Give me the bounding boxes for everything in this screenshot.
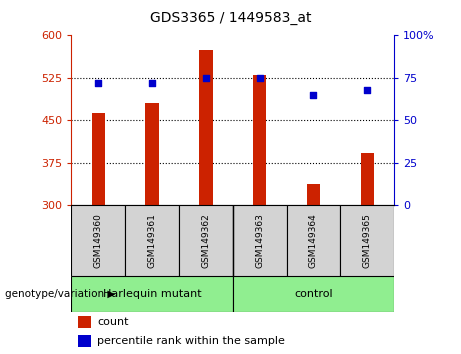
Point — [202, 75, 210, 81]
Bar — [179, 205, 233, 276]
Text: GSM149365: GSM149365 — [363, 213, 372, 268]
Text: GSM149361: GSM149361 — [148, 213, 157, 268]
Point — [364, 87, 371, 93]
Bar — [125, 205, 179, 276]
Point — [148, 80, 156, 86]
Bar — [199, 50, 213, 205]
Point — [310, 92, 317, 98]
Text: GSM149360: GSM149360 — [94, 213, 103, 268]
Bar — [92, 113, 105, 205]
Text: percentile rank within the sample: percentile rank within the sample — [97, 336, 285, 346]
Text: control: control — [294, 289, 333, 299]
Bar — [307, 184, 320, 205]
Bar — [78, 316, 91, 328]
Text: genotype/variation ▶: genotype/variation ▶ — [5, 289, 115, 299]
Text: Harlequin mutant: Harlequin mutant — [103, 289, 201, 299]
Bar — [78, 335, 91, 347]
Bar — [361, 153, 374, 205]
Bar — [253, 75, 266, 205]
Text: GSM149364: GSM149364 — [309, 213, 318, 268]
Text: count: count — [97, 317, 129, 327]
Bar — [233, 276, 394, 312]
Text: GDS3365 / 1449583_at: GDS3365 / 1449583_at — [150, 11, 311, 25]
Text: GSM149362: GSM149362 — [201, 213, 210, 268]
Point — [95, 80, 102, 86]
Bar — [145, 103, 159, 205]
Text: GSM149363: GSM149363 — [255, 213, 264, 268]
Bar — [233, 205, 287, 276]
Bar — [340, 205, 394, 276]
Bar — [71, 205, 125, 276]
Point — [256, 75, 263, 81]
Bar — [71, 276, 233, 312]
Bar — [287, 205, 340, 276]
